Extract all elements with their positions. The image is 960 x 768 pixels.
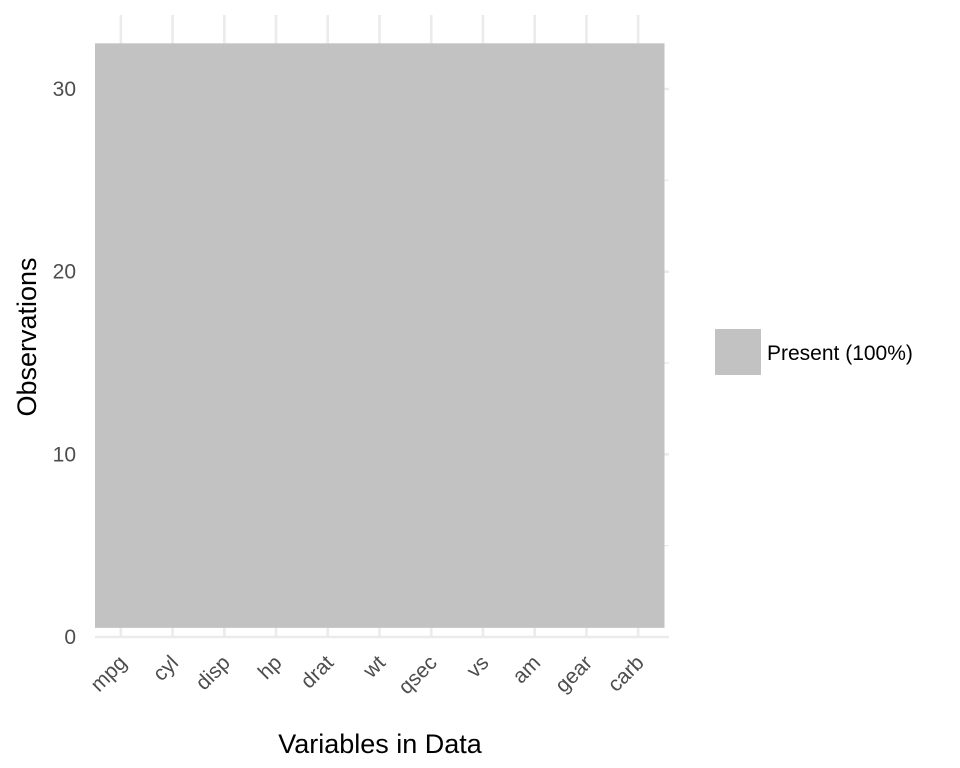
y-tick-label: 30 <box>53 78 76 101</box>
tile-qsec <box>405 43 458 628</box>
y-tick-label: 10 <box>53 443 76 466</box>
tile-hp <box>250 43 303 628</box>
x-tick-label-cyl: cyl <box>149 651 183 685</box>
x-tick-label-disp: disp <box>191 651 235 695</box>
tile-gear <box>560 43 613 628</box>
data-tiles <box>95 43 665 628</box>
y-tick-label: 0 <box>64 626 76 649</box>
x-tick-label-qsec: qsec <box>394 651 442 699</box>
tile-vs <box>457 43 510 628</box>
tile-wt <box>353 43 406 628</box>
x-tick-label-am: am <box>508 651 545 688</box>
x-axis-title: Variables in Data <box>278 729 483 759</box>
x-tick-label-vs: vs <box>462 651 493 682</box>
tile-carb <box>612 43 665 628</box>
legend-label-present: Present (100%) <box>767 342 913 365</box>
x-tick-label-drat: drat <box>296 651 338 693</box>
x-tick-label-hp: hp <box>254 651 287 684</box>
tile-drat <box>301 43 355 628</box>
tile-cyl <box>146 43 199 628</box>
y-axis-title: Observations <box>12 257 42 416</box>
tile-mpg <box>95 43 148 628</box>
x-tick-label-carb: carb <box>604 651 649 696</box>
tile-am <box>508 43 562 628</box>
legend-swatch-present <box>715 329 761 375</box>
y-axis-ticks: 0 10 20 30 <box>53 78 76 649</box>
x-axis-ticks: mpg cyl disp hp drat wt qsec vs am gear carb <box>86 651 648 699</box>
y-tick-label: 20 <box>53 261 76 284</box>
x-tick-label-wt: wt <box>358 651 390 683</box>
x-tick-label-gear: gear <box>551 651 597 697</box>
tile-disp <box>198 43 251 628</box>
legend: Present (100%) <box>715 329 913 375</box>
x-tick-label-mpg: mpg <box>86 651 131 696</box>
